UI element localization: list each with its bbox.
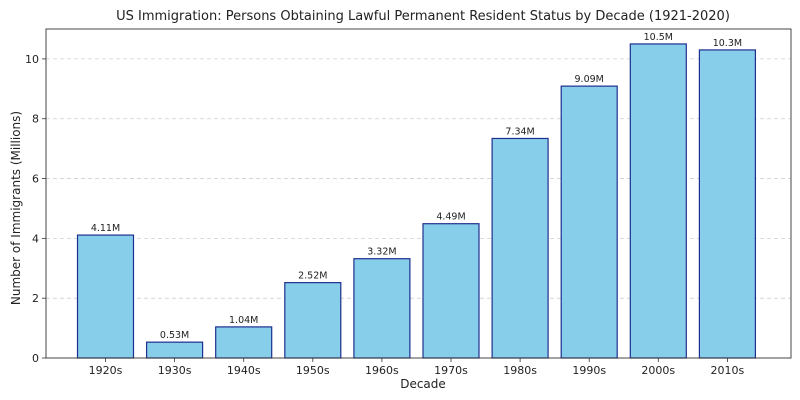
bar-value-label: 2.52M — [298, 271, 327, 282]
x-tick-label: 2000s — [641, 364, 675, 377]
x-tick-label: 1990s — [572, 364, 606, 377]
bar-value-label: 0.53M — [160, 330, 189, 341]
x-tick-label: 1920s — [89, 364, 123, 377]
x-tick-label: 1930s — [158, 364, 192, 377]
x-tick-label: 1980s — [503, 364, 537, 377]
y-tick-label: 4 — [32, 232, 39, 245]
bar-1950s — [284, 282, 342, 359]
bar-value-label: 4.49M — [436, 212, 465, 223]
bar-value-label: 4.11M — [91, 223, 120, 234]
y-tick-label: 10 — [25, 53, 39, 66]
y-axis-label: Number of Immigrants (Millions) — [9, 111, 23, 305]
y-tick-label: 8 — [32, 113, 39, 126]
y-tick-label: 6 — [32, 173, 39, 186]
x-tick-label: 1950s — [296, 364, 330, 377]
chart-title: US Immigration: Persons Obtaining Lawful… — [116, 9, 730, 24]
bar-value-label: 10.5M — [644, 32, 673, 43]
x-tick-label: 1940s — [227, 364, 261, 377]
bar-value-label: 9.09M — [575, 74, 604, 85]
bar-1980s — [491, 137, 549, 359]
y-tick-label: 2 — [32, 292, 39, 305]
x-tick-label: 1960s — [365, 364, 399, 377]
bar-1990s — [560, 85, 618, 359]
x-tick-label: 1970s — [434, 364, 468, 377]
bar-value-label: 3.32M — [367, 247, 396, 258]
bar-1960s — [353, 258, 411, 359]
data-labels: 4.11M 0.53M 1.04M 2.52M 3.32M 4.49M 7.34M 9.09M… — [91, 32, 742, 341]
bar-1970s — [422, 223, 480, 359]
y-tick-label: 0 — [32, 352, 39, 365]
bar-1920s — [76, 234, 135, 359]
bar-1930s — [146, 341, 204, 359]
bar-value-label: 7.34M — [505, 126, 534, 137]
axes: 0 2 4 6 8 10 1920s 1930s 1940s 1950s 1960s 1970s 198… — [25, 28, 792, 377]
x-tick-label: 2010s — [711, 364, 745, 377]
bar-2000s — [629, 43, 687, 359]
bar-2010s — [698, 49, 757, 359]
plot-frame — [45, 28, 792, 359]
bar-value-label: 10.3M — [713, 38, 742, 49]
bar-value-label: 1.04M — [229, 315, 258, 326]
x-axis-label: Decade — [400, 377, 446, 391]
bars — [76, 43, 757, 359]
bar-1940s — [215, 326, 273, 359]
